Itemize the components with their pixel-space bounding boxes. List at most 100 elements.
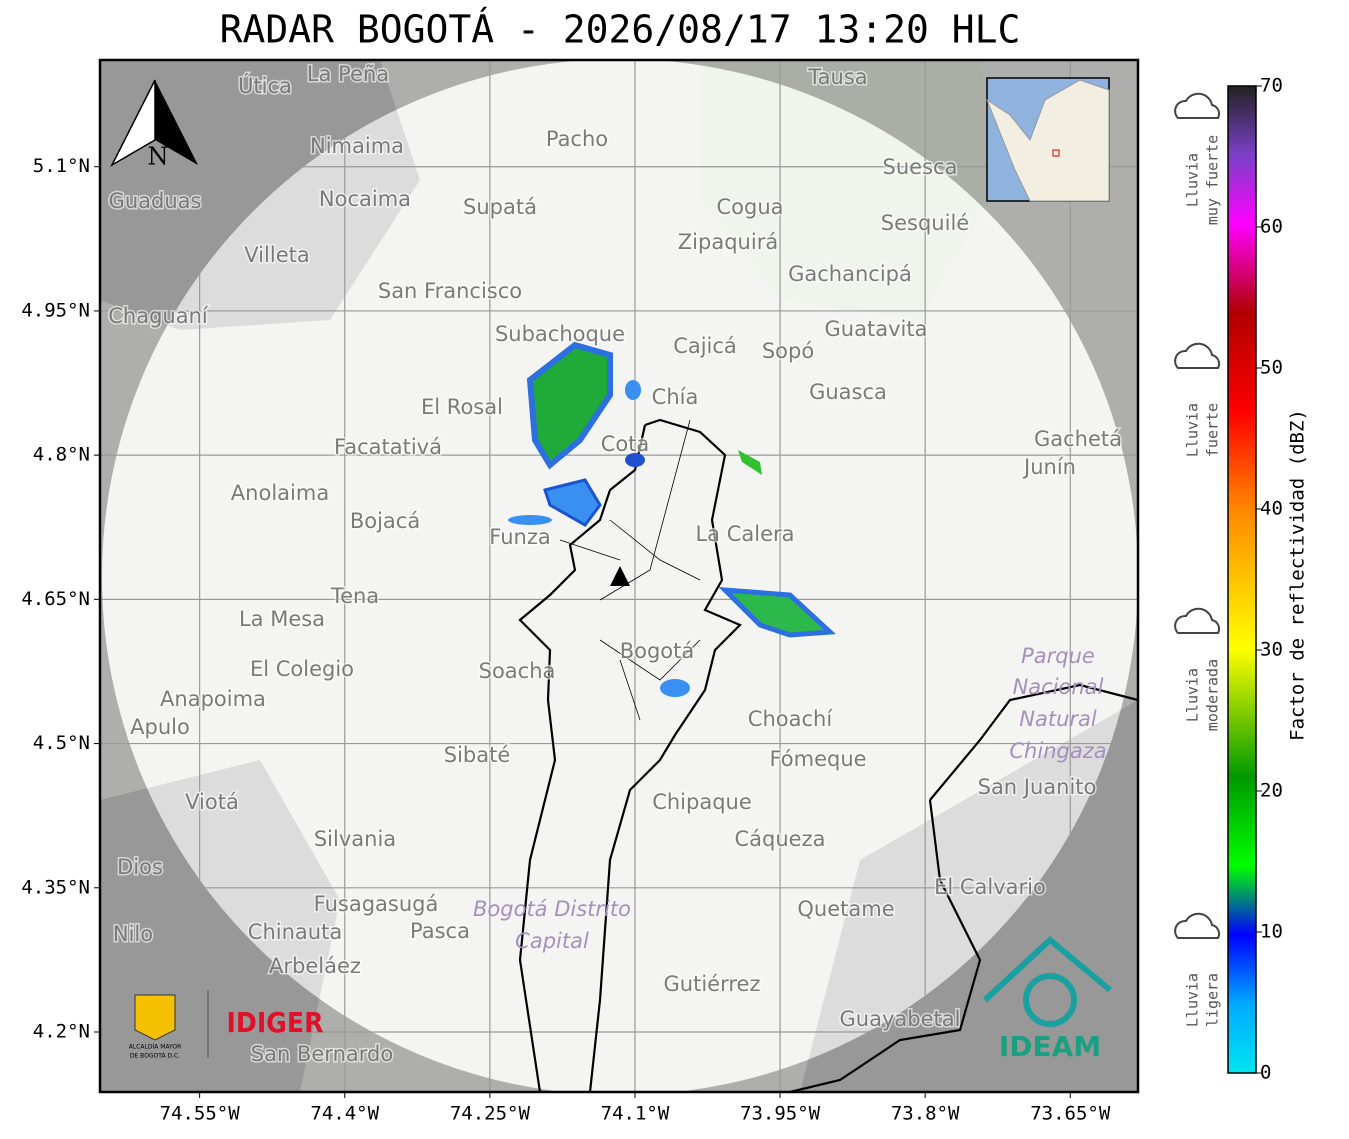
place-label: Nimaima: [310, 134, 404, 158]
place-label: El Rosal: [421, 395, 503, 419]
x-tick-label: 74.1°W: [601, 1103, 670, 1125]
legend-label: Lluvia: [1184, 153, 1202, 207]
y-tick-label: 4.5°N: [33, 732, 90, 754]
echo: [625, 380, 641, 400]
place-label: Pacho: [546, 127, 608, 151]
alcaldia-shield: [134, 994, 176, 1041]
colorbar-tick-label: 50: [1260, 357, 1283, 379]
y-tick-label: 5.1°N: [33, 155, 90, 177]
legend-label: Lluvia: [1184, 973, 1202, 1027]
logos: ALCALDÍA MAYOR DE BOGOTÁ D.C. IDIGER IDE…: [129, 936, 1112, 1063]
title: RADAR BOGOTÁ - 2026/08/17 13:20 HLC: [220, 8, 1021, 52]
idiger-logo: IDIGER: [227, 1006, 324, 1039]
place-label: Silvania: [314, 827, 396, 851]
place-label: Quetame: [797, 897, 894, 921]
y-tick-label: 4.8°N: [33, 444, 90, 466]
map: La Peña Útica Tausa Pacho Nimaima Guaduas Noca…: [100, 60, 1138, 1092]
place-label: Bojacá: [350, 509, 420, 533]
place-label: Guayabetal: [840, 1007, 961, 1031]
place-label: Gachancipá: [788, 262, 912, 286]
place-label: Sopó: [762, 339, 814, 363]
map-frame: [98, 58, 1140, 1094]
park-label: Parque: [1021, 644, 1095, 668]
colorbar-tick-label: 30: [1260, 639, 1283, 661]
park-label: Natural: [1019, 707, 1097, 731]
place-label: El Colegio: [250, 657, 354, 681]
colorbar-label: Factor de reflectividad (dBZ): [1287, 409, 1309, 741]
x-tick-label: 74.4°W: [310, 1103, 379, 1125]
place-label: San Juanito: [978, 775, 1097, 799]
y-tick-label: 4.95°N: [21, 299, 90, 321]
place-label: Chipaque: [652, 790, 752, 814]
localidades: [559, 419, 701, 721]
north-label: N: [148, 143, 169, 171]
radar-echoes: [508, 341, 836, 697]
echo: [660, 679, 690, 697]
echo: [718, 586, 836, 638]
legend-label: ligera: [1204, 973, 1222, 1027]
inset-land: [985, 79, 1110, 202]
bogota-boundary-west: [518, 424, 647, 1092]
place-label: Supatá: [463, 195, 537, 219]
colorbar: [1227, 85, 1257, 1074]
place-label: Guasca: [809, 380, 887, 404]
place-label: Junín: [1022, 455, 1076, 479]
park-label: Capital: [515, 929, 589, 953]
place-label: Tena: [330, 584, 379, 608]
place-label: Suesca: [883, 155, 958, 179]
place-label: La Mesa: [239, 607, 325, 631]
x-tick-label: 73.8°W: [891, 1103, 960, 1125]
x-tick-label: 74.55°W: [160, 1103, 241, 1125]
place-label: Funza: [489, 525, 550, 549]
park-label: Chingaza: [1009, 739, 1106, 763]
legend-label: Lluvia: [1184, 403, 1202, 457]
legend-label: muy fuerte: [1204, 135, 1222, 225]
place-label: La Calera: [695, 522, 794, 546]
colorbar-tick-label: 20: [1260, 780, 1283, 802]
echo: [543, 478, 602, 527]
x-tick-label: 73.95°W: [740, 1103, 821, 1125]
place-label: Pasca: [410, 919, 470, 943]
place-label: Gachetá: [1034, 427, 1122, 451]
place-label: Cota: [601, 432, 650, 456]
echo: [625, 453, 645, 467]
colorbar-tick-label: 70: [1260, 75, 1283, 97]
radar-site: [610, 566, 630, 586]
boundaries: [518, 418, 1138, 1092]
ideam-swirl: [1023, 973, 1077, 1027]
echo: [508, 515, 552, 525]
inset-marker: [1052, 149, 1060, 157]
legend-label: fuerte: [1204, 403, 1222, 457]
park-label: Bogotá Distrito: [473, 897, 631, 921]
alcaldia-text: ALCALDÍA MAYOR: [129, 1044, 182, 1051]
place-label: Guaduas: [109, 189, 202, 213]
place-label: Villeta: [244, 243, 309, 267]
colorbar-tick-label: 60: [1260, 216, 1283, 238]
place-label: Anapoima: [160, 687, 266, 711]
place-label: Útica: [238, 73, 292, 98]
y-tick-label: 4.2°N: [33, 1021, 90, 1043]
place-label: Chía: [652, 385, 699, 409]
place-label: Sibaté: [444, 743, 511, 767]
legend-icon: [1174, 607, 1221, 634]
place-label: Cajicá: [673, 334, 737, 358]
y-tick-label: 4.65°N: [21, 588, 90, 610]
place-label: Soacha: [479, 659, 556, 683]
place-label: Guatavita: [825, 317, 928, 341]
y-tick-label: 4.35°N: [21, 876, 90, 898]
echo: [738, 450, 762, 475]
colorbar-tick-label: 0: [1260, 1062, 1271, 1084]
place-label: Nocaima: [319, 187, 411, 211]
inset-map: [985, 77, 1110, 202]
place-label: Bogotá: [620, 639, 695, 663]
district-boundary: [789, 683, 1138, 1092]
colorbar-tick-label: 10: [1260, 921, 1283, 943]
bogota-boundary: [588, 418, 742, 1092]
place-label: La Peña: [307, 62, 389, 86]
place-label: Facatativá: [334, 435, 442, 459]
place-label: Sesquilé: [881, 211, 969, 235]
place-label: Fusagasugá: [314, 892, 439, 916]
legend-label: Lluvia: [1184, 668, 1202, 722]
place-label: El Calvario: [934, 875, 1046, 899]
place-label: Cáqueza: [735, 827, 826, 851]
